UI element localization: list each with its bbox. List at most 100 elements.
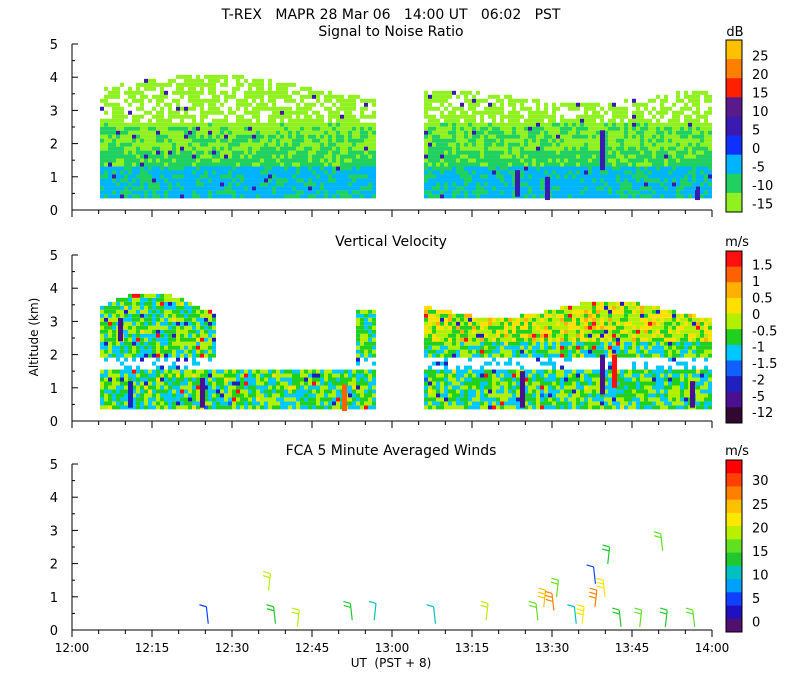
heatmap-cell	[332, 194, 336, 199]
heatmap-cell	[100, 154, 104, 159]
heatmap-cell	[364, 333, 368, 338]
heatmap-cell	[176, 122, 180, 127]
heatmap-cell	[644, 142, 648, 147]
heatmap-cell	[632, 150, 636, 155]
heatmap-cell	[228, 174, 232, 179]
heatmap-cell	[472, 182, 476, 187]
heatmap-cell	[312, 405, 316, 410]
heatmap-cell	[528, 146, 532, 151]
heatmap-cell	[464, 337, 468, 342]
heatmap-cell	[424, 353, 428, 358]
heatmap-cell	[176, 134, 180, 139]
heatmap-cell	[284, 90, 288, 95]
heatmap-cell	[324, 190, 328, 195]
heatmap-cell	[692, 146, 696, 151]
heatmap-cell	[440, 369, 444, 374]
heatmap-cell	[508, 182, 512, 187]
heatmap-cell	[460, 325, 464, 330]
heatmap-cell	[344, 106, 348, 111]
heatmap-cell	[476, 401, 480, 406]
heatmap-cell	[192, 86, 196, 91]
heatmap-cell	[128, 321, 132, 326]
heatmap-cell	[148, 317, 152, 322]
heatmap-cell	[364, 106, 368, 111]
heatmap-cell	[568, 190, 572, 195]
heatmap-cell	[212, 130, 216, 135]
heatmap-cell	[580, 174, 584, 179]
heatmap-cell	[108, 349, 112, 354]
heatmap-cell	[152, 94, 156, 99]
heatmap-cell	[300, 182, 304, 187]
heatmap-cell	[228, 130, 232, 135]
heatmap-cell	[436, 381, 440, 386]
heatmap-cell	[588, 182, 592, 187]
heatmap-cell	[700, 138, 704, 143]
heatmap-cell	[116, 102, 120, 107]
heatmap-cell	[468, 102, 472, 107]
heatmap-cell	[324, 182, 328, 187]
heatmap-cell	[612, 106, 616, 111]
heatmap-cell	[116, 373, 120, 378]
heatmap-cell	[204, 349, 208, 354]
heatmap-cell	[372, 341, 376, 346]
heatmap-cell	[208, 154, 212, 159]
colorbar-segment	[726, 135, 742, 156]
heatmap-cell	[528, 142, 532, 147]
heatmap-cell	[468, 389, 472, 394]
heatmap-cell	[600, 186, 604, 191]
heatmap-cell	[244, 162, 248, 167]
heatmap-cell	[224, 194, 228, 199]
heatmap-cell	[452, 150, 456, 155]
heatmap-cell	[108, 162, 112, 167]
heatmap-cell	[580, 114, 584, 119]
heatmap-cell	[444, 130, 448, 135]
heatmap-cell	[196, 150, 200, 155]
heatmap-cell	[456, 345, 460, 350]
heatmap-cell	[372, 385, 376, 390]
heatmap-cell	[460, 333, 464, 338]
heatmap-cell	[324, 170, 328, 175]
heatmap-cell	[332, 154, 336, 159]
heatmap-cell	[572, 190, 576, 195]
heatmap-cell	[216, 182, 220, 187]
heatmap-cell	[124, 162, 128, 167]
heatmap-cell	[188, 74, 192, 79]
heatmap-cell	[640, 190, 644, 195]
heatmap-cell	[116, 138, 120, 143]
heatmap-cell	[284, 130, 288, 135]
heatmap-cell	[364, 397, 368, 402]
heatmap-cell	[188, 337, 192, 342]
heatmap-cell	[260, 377, 264, 382]
heatmap-cell	[280, 106, 284, 111]
heatmap-cell	[116, 122, 120, 127]
heatmap-cell	[580, 130, 584, 135]
heatmap-cell	[180, 397, 184, 402]
heatmap-cell	[116, 381, 120, 386]
heatmap-cell	[268, 158, 272, 163]
heatmap-cell	[232, 122, 236, 127]
heatmap-cell	[368, 170, 372, 175]
heatmap-cell	[332, 377, 336, 382]
heatmap-cell	[136, 138, 140, 143]
heatmap-cell	[456, 325, 460, 330]
heatmap-cell	[292, 118, 296, 123]
heatmap-cell	[228, 162, 232, 167]
heatmap-cell	[372, 333, 376, 338]
heatmap-cell	[184, 329, 188, 334]
heatmap-cell	[320, 134, 324, 139]
heatmap-cell	[136, 309, 140, 314]
heatmap-cell	[328, 405, 332, 410]
heatmap-cell	[708, 186, 712, 191]
heatmap-cell	[328, 373, 332, 378]
heatmap-cell	[640, 174, 644, 179]
heatmap-cell	[332, 170, 336, 175]
heatmap-cell	[528, 106, 532, 111]
heatmap-cell	[580, 102, 584, 107]
heatmap-cell	[280, 397, 284, 402]
heatmap-cell	[508, 126, 512, 131]
heatmap-cell	[128, 122, 132, 127]
heatmap-cell	[452, 162, 456, 167]
heatmap-cell	[440, 114, 444, 119]
heatmap-cell	[196, 102, 200, 107]
heatmap-cell	[132, 114, 136, 119]
